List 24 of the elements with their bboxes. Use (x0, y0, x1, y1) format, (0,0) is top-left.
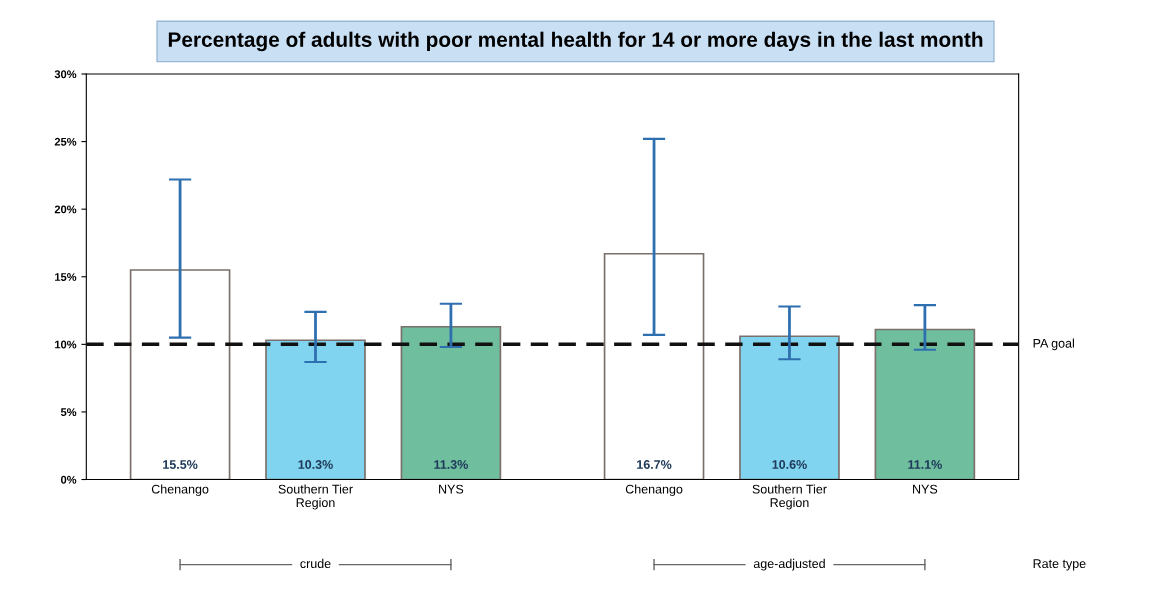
data-label: 11.1% (908, 460, 942, 469)
data-label: 10.3% (298, 460, 333, 469)
data-label: 10.6% (772, 460, 807, 469)
data-label: 15.5% (163, 460, 198, 469)
x-tick-label: Chenango (625, 484, 683, 497)
y-tick-label: 30% (54, 70, 77, 79)
text: Rate type (1033, 559, 1086, 571)
y-tick-label: 25% (54, 137, 77, 146)
x-tick-label: NYS (439, 484, 464, 494)
y-tick-label: 0% (60, 475, 77, 484)
text: crude (300, 558, 331, 569)
text: age-adjusted (753, 558, 825, 571)
x-tick-label: Southern Tier Region (752, 484, 827, 510)
data-label: 11.3% (434, 460, 468, 469)
y-tick-label: 15% (55, 273, 77, 281)
chart-title: Percentage of adults with poor mental health for 14 or more days in the last month (168, 31, 983, 52)
x-tick-label: Chenango (151, 484, 209, 497)
x-tick-label: Southern Tier Region (278, 484, 353, 510)
y-tick-label: 10% (55, 340, 77, 349)
data-label: 16.7% (637, 460, 672, 469)
x-tick-label: NYS (913, 484, 938, 494)
y-tick-label: 20% (54, 205, 77, 214)
ref-line-label: PA goal (1033, 338, 1074, 351)
y-tick-label: 5% (60, 408, 77, 417)
